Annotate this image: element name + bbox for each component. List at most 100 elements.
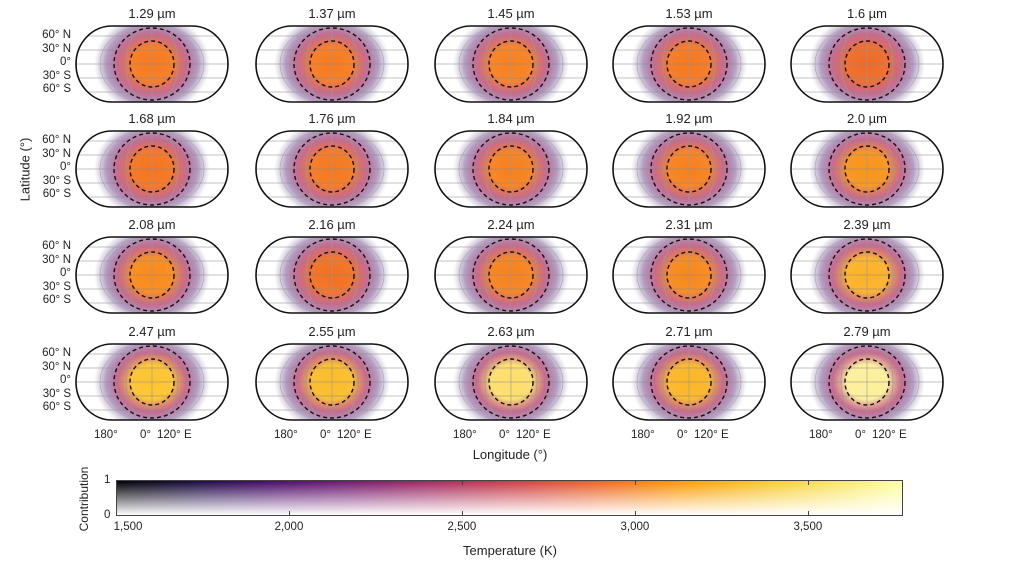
map-panel — [434, 236, 588, 314]
colorbar-tick-mark — [461, 511, 463, 516]
inner-dashed-circle — [129, 40, 175, 88]
latitude-tick: 60° S — [42, 188, 71, 200]
map-outline — [612, 25, 766, 103]
map-panel — [790, 25, 944, 103]
x-axis-label: Longitude (°) — [472, 447, 548, 462]
panel-title: 2.0 µm — [846, 111, 887, 126]
outer-dashed-circle — [113, 345, 191, 419]
longitude-tick: 120° E — [872, 429, 907, 441]
colorbar — [116, 480, 903, 516]
outer-dashed-circle — [293, 27, 371, 101]
panel-title: 1.92 µm — [665, 111, 713, 126]
latitude-tick: 0° — [60, 161, 71, 173]
outer-dashed-circle — [113, 27, 191, 101]
longitude-tick: 0° — [855, 429, 866, 441]
latitude-tick: 30° S — [42, 69, 71, 82]
colorbar-tick-mark — [634, 511, 636, 516]
colorbar-tick-label: 1,500 — [113, 521, 143, 533]
panel-title: 2.24 µm — [487, 217, 535, 232]
y-axis-label: Latitude (°) — [17, 137, 33, 202]
inner-dashed-circle — [844, 358, 890, 406]
outer-dashed-circle — [472, 132, 550, 206]
colorbar-y-tick-0: 0 — [104, 509, 111, 521]
outer-dashed-circle — [113, 238, 191, 312]
outer-dashed-circle — [650, 238, 728, 312]
longitude-tick: 0° — [140, 429, 151, 441]
colorbar-tick-mark — [461, 480, 463, 485]
inner-dashed-circle — [129, 251, 175, 299]
colorbar-y-tick-1: 1 — [104, 474, 111, 486]
inner-dashed-circle — [488, 40, 534, 88]
inner-dashed-circle — [844, 40, 890, 88]
map-panel — [255, 343, 409, 421]
longitude-tick: 180° — [94, 429, 118, 441]
map-outline — [790, 236, 944, 314]
panel-title: 2.71 µm — [665, 324, 713, 339]
latitude-tick: 0° — [60, 267, 71, 279]
map-panel — [612, 130, 766, 208]
longitude-tick: 180° — [453, 429, 477, 441]
map-panel — [434, 25, 588, 103]
map-outline — [434, 343, 588, 421]
longitude-tick: 120° E — [694, 429, 729, 441]
inner-dashed-circle — [488, 145, 534, 193]
outer-dashed-circle — [650, 27, 728, 101]
latitude-tick: 30° S — [42, 280, 71, 293]
map-panel — [255, 25, 409, 103]
panel-title: 1.76 µm — [308, 111, 356, 126]
outer-dashed-circle — [472, 238, 550, 312]
latitude-tick: 30° N — [42, 42, 71, 55]
panel-title: 1.29 µm — [128, 6, 176, 21]
panel-title: 2.31 µm — [665, 217, 713, 232]
map-outline — [255, 25, 409, 103]
inner-dashed-circle — [309, 145, 355, 193]
map-panel — [75, 25, 229, 103]
latitude-tick: 0° — [60, 56, 71, 68]
inner-dashed-circle — [309, 358, 355, 406]
map-panel — [790, 236, 944, 314]
panel-title: 1.84 µm — [487, 111, 535, 126]
inner-dashed-circle — [488, 358, 534, 406]
map-panel — [434, 343, 588, 421]
latitude-tick: 30° N — [42, 253, 71, 266]
latitude-tick: 30° S — [42, 387, 71, 400]
panel-title: 1.53 µm — [665, 6, 713, 21]
outer-dashed-circle — [828, 27, 906, 101]
outer-dashed-circle — [113, 132, 191, 206]
inner-dashed-circle — [129, 358, 175, 406]
map-panel — [434, 130, 588, 208]
panel-title: 2.79 µm — [843, 324, 891, 339]
map-outline — [790, 343, 944, 421]
panel-title: 1.6 µm — [846, 6, 887, 21]
panel-title: 2.08 µm — [128, 217, 176, 232]
panel-title: 2.39 µm — [843, 217, 891, 232]
map-panel — [75, 343, 229, 421]
inner-dashed-circle — [309, 251, 355, 299]
map-panel — [790, 343, 944, 421]
map-panel — [612, 343, 766, 421]
colorbar-tick-label: 2,500 — [447, 521, 477, 533]
inner-dashed-circle — [666, 145, 712, 193]
map-outline — [612, 236, 766, 314]
outer-dashed-circle — [828, 238, 906, 312]
outer-dashed-circle — [293, 238, 371, 312]
colorbar-tick-mark — [288, 511, 290, 516]
colorbar-tick-mark — [116, 511, 117, 516]
colorbar-tick-mark — [807, 511, 809, 516]
outer-dashed-circle — [472, 345, 550, 419]
latitude-tick: 60° S — [42, 401, 71, 413]
colorbar-tick-label: 3,000 — [620, 521, 650, 533]
colorbar-tick-mark — [116, 480, 117, 485]
outer-dashed-circle — [650, 132, 728, 206]
panel-title: 1.45 µm — [487, 6, 535, 21]
map-outline — [434, 236, 588, 314]
latitude-tick: 0° — [60, 374, 71, 386]
latitude-tick: 30° N — [42, 360, 71, 373]
outer-dashed-circle — [293, 345, 371, 419]
map-outline — [255, 236, 409, 314]
map-outline — [255, 130, 409, 208]
latitude-tick: 60° N — [42, 347, 71, 359]
longitude-tick: 120° E — [157, 429, 192, 441]
latitude-tick: 60° S — [42, 294, 71, 306]
inner-dashed-circle — [666, 40, 712, 88]
